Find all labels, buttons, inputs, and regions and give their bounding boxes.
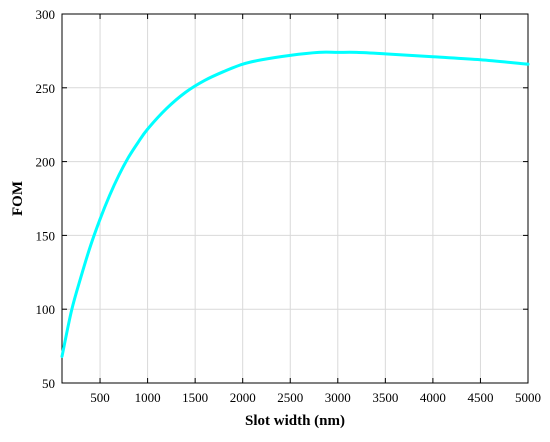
x-tick-label: 1500 — [182, 390, 208, 405]
x-tick-label: 5000 — [515, 390, 541, 405]
y-tick-label: 200 — [36, 155, 56, 170]
x-tick-label: 4000 — [420, 390, 446, 405]
x-tick-label: 2500 — [277, 390, 303, 405]
y-tick-label: 250 — [36, 81, 56, 96]
y-tick-label: 150 — [36, 228, 56, 243]
x-tick-label: 4500 — [467, 390, 493, 405]
x-tick-label: 500 — [90, 390, 110, 405]
y-tick-label: 300 — [36, 7, 56, 22]
grid-lines — [62, 13, 529, 384]
x-axis-title: Slot width (nm) — [245, 413, 345, 429]
series-group — [60, 50, 530, 358]
x-tick-label: 2000 — [230, 390, 256, 405]
fom-series-line — [60, 50, 530, 358]
plot-frame — [61, 13, 529, 384]
y-tick-label: 50 — [42, 376, 55, 391]
y-tick-label: 100 — [36, 302, 56, 317]
x-tick-label: 3500 — [372, 390, 398, 405]
x-tick-label: 1000 — [135, 390, 161, 405]
axis-ticks: 500 1000 1500 2000 2500 3000 3500 4000 4500 5000 5… — [36, 7, 542, 405]
y-axis-title: FOM — [10, 181, 26, 216]
x-tick-label: 3000 — [325, 390, 351, 405]
